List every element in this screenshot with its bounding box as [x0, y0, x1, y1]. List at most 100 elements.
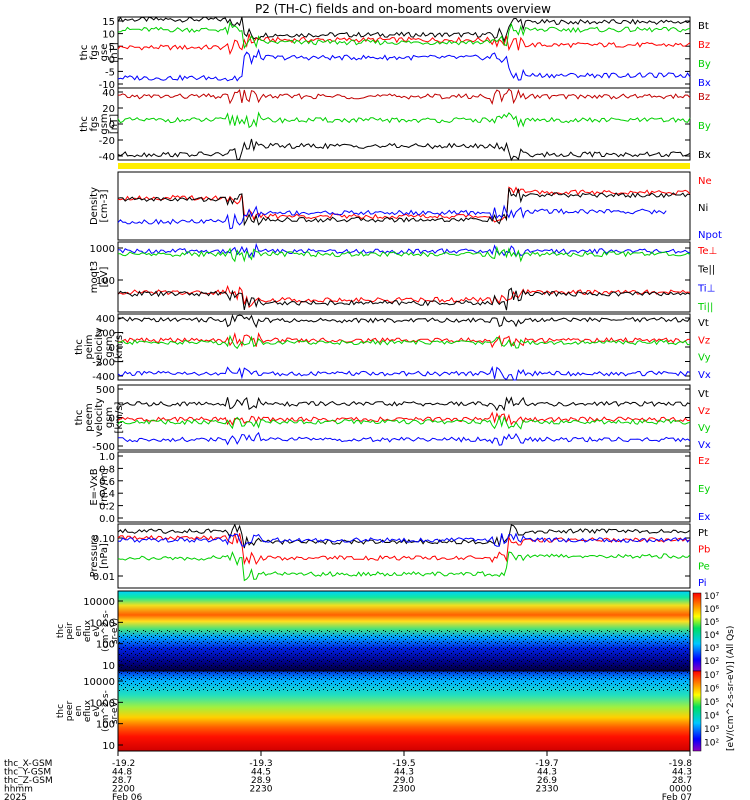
legend-Bx: Bx — [698, 78, 711, 89]
series-Vz — [117, 411, 691, 426]
colorbar-tick-label: 10⁷ — [704, 592, 719, 602]
y-axis-label: gse — [99, 44, 110, 62]
series-Ni — [117, 187, 691, 227]
y-axis-label: gsm — [99, 113, 110, 134]
series-By — [117, 111, 691, 129]
y-tick-label: 40 — [102, 88, 115, 99]
series-Vx — [117, 431, 691, 446]
x-tick-label: 2330 — [536, 785, 559, 795]
x-tick-label: -19.3 — [249, 759, 272, 769]
y-tick-label: 0.0 — [99, 514, 115, 525]
x-tick-label: -19.7 — [535, 759, 558, 769]
y-axis-label: eV — [92, 624, 102, 637]
series-Vy — [118, 334, 690, 350]
y-tick-label: 10 — [102, 661, 115, 672]
legend-Vt: Vt — [698, 318, 709, 329]
y-tick-label: 10000 — [83, 597, 115, 608]
colorbar-tick-label: 10² — [704, 657, 719, 667]
series-Ti|| — [118, 245, 691, 263]
x-tick-label: 44.3 — [537, 768, 557, 778]
y-axis-label: E=-VxB — [89, 468, 100, 505]
y-tick-label: 1000 — [90, 244, 115, 255]
y-axis-label: Pressure — [89, 535, 100, 578]
colorbar-tick-label: 10³ — [704, 644, 719, 654]
panel-frame — [117, 523, 691, 589]
legend-Ne: Ne — [698, 176, 712, 187]
x-tick-label: Feb 07 — [662, 793, 692, 800]
y-tick-label: -5 — [105, 67, 115, 78]
y-axis-label: [cm-3] — [99, 189, 110, 222]
legend-Vt: Vt — [698, 389, 709, 400]
x-tick-label: -19.5 — [392, 759, 415, 769]
series-Pi — [117, 532, 691, 547]
y-axis-label: thc — [79, 45, 90, 61]
y-tick-label: 10 — [102, 741, 115, 752]
colorbar-bottom — [692, 670, 702, 752]
y-axis-label: (cm^2-s- — [101, 610, 111, 652]
legend-Bt: Bt — [698, 21, 709, 32]
y-axis-label: [eV] — [99, 267, 110, 288]
y-tick-label: 500 — [96, 385, 115, 396]
y-axis-label: en — [74, 625, 84, 636]
panel-frame — [117, 313, 691, 381]
y-tick-label: 400 — [96, 314, 115, 325]
colorbar-tick-label: 10⁵ — [704, 698, 719, 708]
series-By — [117, 21, 691, 50]
y-axis-label: velocity — [94, 327, 105, 366]
y-tick-label: 1.0 — [99, 452, 115, 463]
y-tick-label: 0.10 — [93, 534, 115, 545]
series-Te⊥ — [117, 284, 691, 309]
legend-Pe: Pe — [698, 561, 710, 572]
legend-By: By — [698, 121, 711, 132]
colorbar-tick-label: 10⁷ — [704, 671, 719, 681]
y-axis-label: [km/s] — [114, 331, 125, 363]
y-axis-label: peim — [84, 334, 95, 359]
legend-Ey: Ey — [698, 484, 710, 495]
y-tick-label: 10000 — [83, 677, 115, 688]
colorbar: 10⁷ 10⁶ 10⁵ 10⁴ 10³ 10² 10⁷ 10⁶ 10⁵ 10⁴ 10³ 10² [eV… — [692, 592, 736, 752]
y-axis-label: Density — [89, 187, 100, 225]
legend-Ez: Ez — [698, 456, 710, 467]
x-tick-label: 44.5 — [251, 768, 271, 778]
panel-frame — [117, 16, 691, 89]
ion-spectrogram-panel: 10000 1000 100 10 — [83, 590, 691, 672]
colorbar-tick-label: 10⁶ — [704, 605, 719, 615]
series-Bx — [117, 138, 691, 162]
series-Ne — [117, 186, 691, 223]
series-Npot — [117, 204, 667, 230]
colorbar-tick-label: 10³ — [704, 725, 719, 735]
x-tick-label: 2200 — [112, 785, 135, 795]
colorbar-top — [692, 592, 702, 672]
series-Vt — [117, 396, 691, 412]
y-axis-label: fgs — [89, 45, 100, 60]
y-axis-label: thc — [79, 116, 90, 132]
legend-Vz: Vz — [698, 406, 710, 417]
y-axis-label: en — [74, 705, 84, 716]
panel-1: 15 105 0-5 -10 thc fgs gse [nT] Bt Bz By Bx — [79, 16, 711, 91]
y-tick-label: 20 — [102, 104, 115, 115]
y-axis-label: peir — [65, 622, 75, 640]
y-tick-label: 10 — [102, 30, 115, 41]
x-tick-label: -19.8 — [669, 759, 693, 769]
legend-Pt: Pt — [698, 528, 708, 539]
legend-By: By — [698, 59, 711, 70]
legend-Ex: Ex — [698, 512, 710, 523]
electron-spectrogram-panel: 10000 1000 100 10 — [83, 670, 691, 752]
legend-Vz: Vz — [698, 335, 710, 346]
legend-Te||: Te|| — [697, 265, 715, 276]
legend-Npot: Npot — [698, 230, 722, 241]
quality-flag-bar — [118, 163, 690, 169]
electron-spectrogram-noise — [118, 671, 690, 691]
y-tick-label: 0.6 — [99, 477, 115, 488]
series-Vt — [117, 313, 691, 329]
ion-spectrogram-noise — [118, 630, 690, 671]
y-tick-label: 1000 — [90, 618, 115, 629]
legend-Te⊥: Te⊥ — [697, 246, 717, 257]
y-axis-label: eV — [92, 704, 102, 717]
legend-Ti||: Ti|| — [697, 302, 713, 313]
y-tick-label: -40 — [99, 152, 115, 163]
